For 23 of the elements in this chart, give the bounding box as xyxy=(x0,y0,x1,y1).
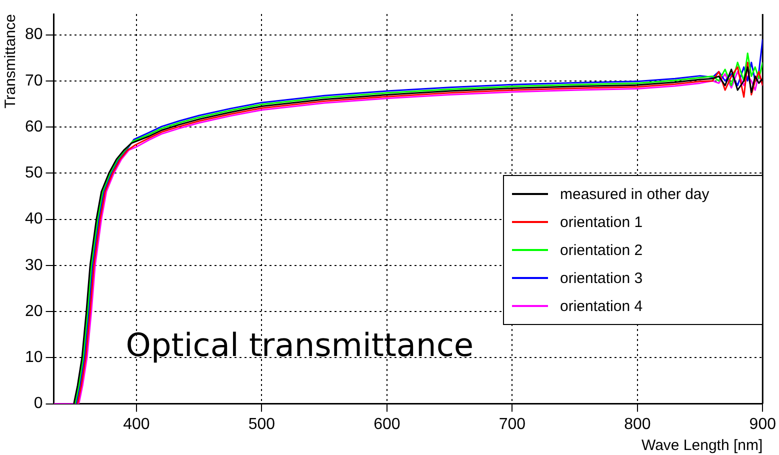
legend-label: orientation 1 xyxy=(560,214,643,230)
x-tick-label: 800 xyxy=(624,416,651,433)
y-tick-label: 70 xyxy=(25,72,43,90)
y-tick-label: 20 xyxy=(25,302,43,320)
y-tick-label: 10 xyxy=(25,349,43,366)
y-axis-title: Transmittance xyxy=(2,14,20,108)
legend-label: measured in other day xyxy=(560,186,710,202)
legend-label: orientation 3 xyxy=(560,270,643,286)
x-tick-label: 700 xyxy=(498,416,526,433)
y-tick-label: 0 xyxy=(34,395,43,412)
legend-label: orientation 2 xyxy=(560,242,643,258)
annotation: Optical transmittance xyxy=(126,326,474,364)
x-tick-label: 600 xyxy=(374,416,400,433)
x-tick-label: 400 xyxy=(123,416,150,433)
x-tick-label: 900 xyxy=(749,416,776,433)
x-axis-title: Wave Length [nm] xyxy=(641,437,763,454)
y-tick-label: 60 xyxy=(25,118,43,136)
y-tick-label: 50 xyxy=(25,164,43,182)
y-tick-label: 40 xyxy=(25,210,43,228)
x-tick-label: 500 xyxy=(248,416,276,433)
y-tick-label: 30 xyxy=(25,256,43,274)
legend-label: orientation 4 xyxy=(560,298,643,314)
y-tick-label: 80 xyxy=(25,26,43,44)
